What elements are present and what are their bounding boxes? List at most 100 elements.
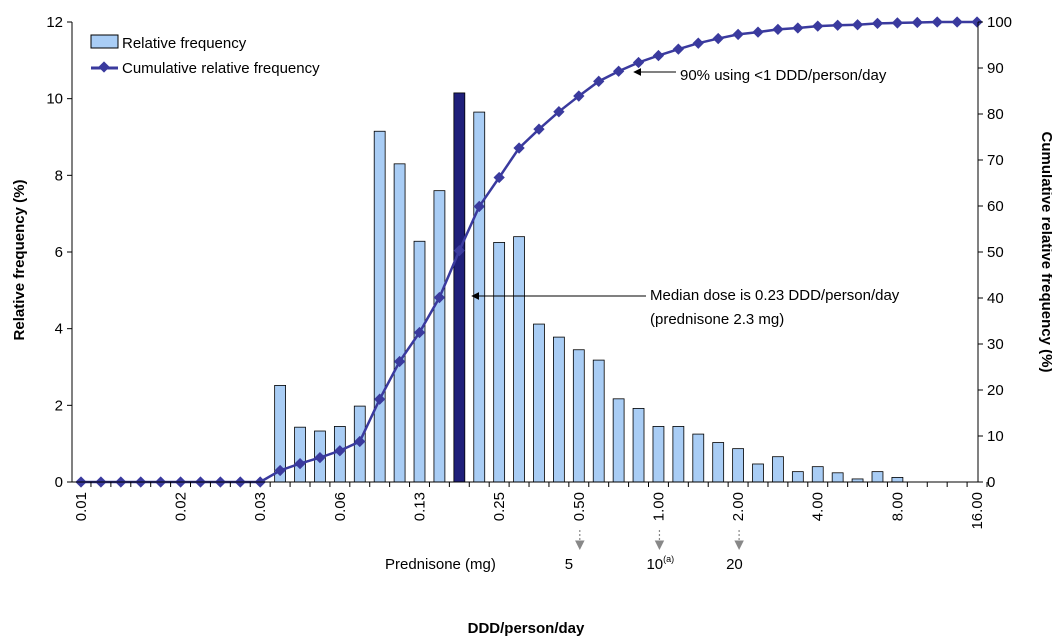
bar — [493, 242, 506, 483]
x-tick-label: 0.02 — [173, 492, 190, 521]
line-point — [453, 244, 465, 257]
x-tick-label: 0.13 — [412, 492, 429, 521]
bar — [612, 398, 625, 483]
y2-tick-label: 0 — [987, 474, 995, 491]
y-tick-label: 0 — [55, 474, 63, 491]
bar — [652, 426, 665, 483]
line-point — [632, 56, 645, 69]
bar — [712, 442, 725, 483]
y-tick-label: 2 — [55, 397, 63, 414]
y-tick-label: 12 — [46, 14, 63, 31]
median-annotation-line2: (prednisone 2.3 mg) — [650, 311, 784, 328]
line-point — [413, 326, 426, 339]
line-point — [712, 32, 724, 45]
line-point — [433, 291, 446, 304]
y2-tick-label: 100 — [987, 14, 1012, 31]
bar — [373, 130, 386, 483]
y2-axis-title: Cumulative relative frequency (%) — [1038, 132, 1052, 373]
median-annotation-line1: Median dose is 0.23 DDD/person/day — [650, 287, 900, 304]
y2-tick-label: 60 — [987, 198, 1004, 215]
y2-tick-label: 90 — [987, 60, 1004, 77]
prednisone-value: 20 — [726, 556, 743, 573]
x-tick-label: 0.50 — [571, 492, 588, 521]
x-tick-label: 1.00 — [650, 492, 667, 521]
cumulative-line — [81, 20, 978, 484]
bar — [553, 336, 565, 483]
legend-line-marker — [98, 61, 110, 73]
bar — [772, 456, 784, 483]
x-tick-label: 0.06 — [332, 492, 349, 521]
prednisone-value: 10(a) — [646, 554, 674, 573]
axes-group: 0 2 4 6 8 10 12 0 10 20 30 40 50 60 70 80 90 100 0.01 0.02 0… — [46, 14, 1012, 530]
y2-tick-label: 80 — [987, 106, 1004, 123]
legend: Relative frequency Cumulative relative f… — [90, 34, 320, 77]
bar — [811, 466, 824, 483]
x-tick-label: 4.00 — [810, 492, 827, 521]
x-tick-label: 2.00 — [730, 492, 747, 521]
y2-tick-label: 30 — [987, 336, 1004, 353]
legend-bar-label: Relative frequency — [122, 35, 247, 52]
x-axis-title: DDD/person/day — [468, 620, 585, 637]
line-point — [832, 19, 844, 31]
y-tick-label: 8 — [55, 167, 63, 184]
y2-tick-label: 10 — [987, 428, 1004, 445]
line-point — [772, 23, 784, 36]
bar — [692, 433, 705, 483]
line-point — [334, 445, 346, 457]
line-point — [652, 49, 665, 62]
y-tick-label: 10 — [46, 91, 63, 108]
bar — [393, 163, 406, 483]
legend-line-label: Cumulative relative frequency — [122, 60, 320, 77]
bar — [572, 349, 585, 483]
bar — [473, 111, 486, 483]
bar — [831, 472, 844, 483]
y2-tick-label: 40 — [987, 290, 1004, 307]
bar — [752, 463, 764, 483]
line-point — [911, 16, 923, 29]
bar — [632, 407, 645, 483]
line-point — [692, 37, 704, 49]
cumulative-line-group — [75, 16, 983, 488]
line-point — [672, 43, 685, 55]
line-point — [752, 26, 764, 38]
prednisone-label: Prednisone (mg) — [385, 556, 496, 573]
bar — [433, 190, 446, 483]
bar — [891, 476, 904, 483]
ninety-annotation: 90% using <1 DDD/person/day — [680, 67, 887, 84]
bar — [592, 359, 605, 483]
line-point — [354, 435, 366, 448]
line-point — [951, 16, 963, 28]
x-tick-label: 0.03 — [252, 492, 269, 521]
line-point — [931, 16, 943, 28]
y2-tick-label: 50 — [987, 244, 1004, 261]
line-point — [294, 457, 306, 470]
bar — [871, 471, 884, 483]
x-tick-label: 16.00 — [969, 492, 986, 530]
line-point — [473, 200, 485, 213]
prednisone-value: 5 — [565, 556, 573, 573]
line-point — [493, 171, 505, 184]
bar — [533, 323, 545, 483]
y2-tick-label: 70 — [987, 152, 1004, 169]
bar — [732, 448, 744, 483]
y-tick-label: 6 — [55, 244, 63, 261]
line-point — [891, 17, 904, 29]
line-point — [374, 393, 386, 405]
annotations: 90% using <1 DDD/person/day Median dose … — [385, 67, 900, 573]
line-point — [851, 19, 864, 31]
median-bar — [453, 92, 466, 483]
bar — [791, 471, 804, 483]
x-tick-label: 0.01 — [73, 492, 90, 521]
line-point — [314, 451, 326, 464]
y-tick-label: 4 — [55, 321, 63, 338]
line-point — [393, 355, 406, 368]
line-point — [274, 464, 286, 477]
line-point — [792, 22, 804, 34]
bar — [513, 236, 525, 483]
y2-tick-label: 20 — [987, 382, 1004, 399]
x-tick-label: 8.00 — [889, 492, 906, 521]
line-point — [513, 142, 525, 154]
legend-bar-swatch — [90, 34, 119, 49]
line-point — [732, 28, 744, 41]
